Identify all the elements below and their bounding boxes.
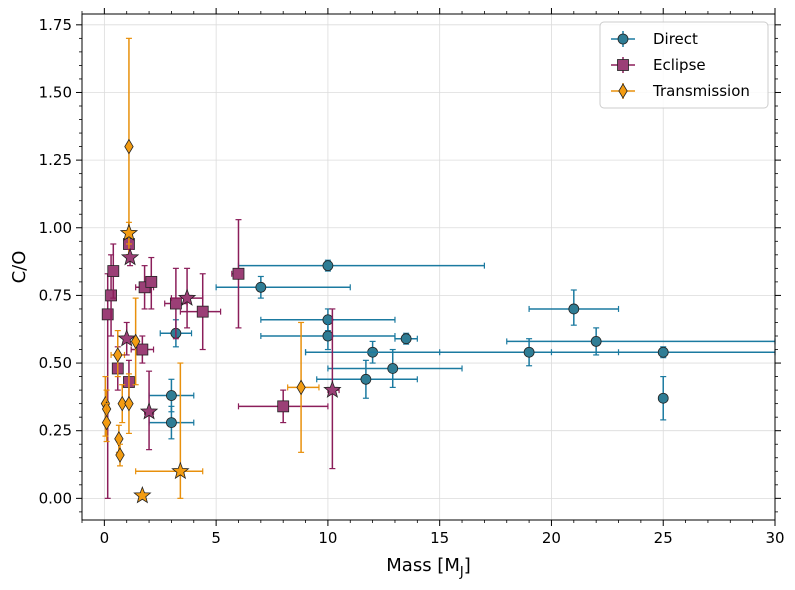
- data-point: [322, 260, 334, 272]
- x-tick-label: 10: [318, 529, 337, 547]
- y-tick-label: 0.75: [39, 286, 72, 304]
- data-point: [115, 447, 125, 463]
- x-tick-label: 5: [211, 529, 221, 547]
- data-point: [169, 297, 182, 310]
- x-axis-label: Mass [MJ]: [386, 555, 470, 580]
- x-axis-label-suffix: ]: [464, 555, 471, 576]
- x-axis-label-sub: J: [459, 565, 464, 580]
- data-point: [523, 346, 535, 358]
- data-point: [657, 346, 669, 358]
- y-tick-label: 0.00: [39, 489, 72, 507]
- data-marks: [100, 37, 776, 504]
- plot-frame: [81, 13, 776, 521]
- legend: Direct Eclipse Transmission: [599, 21, 769, 109]
- x-axis-label-main: Mass [M: [386, 555, 460, 576]
- x-tick-label: 25: [654, 529, 673, 547]
- data-point: [117, 395, 127, 412]
- data-point: [590, 336, 602, 347]
- data-point: [105, 289, 117, 302]
- x-tick-label: 15: [430, 529, 449, 547]
- legend-label: Eclipse: [653, 56, 706, 74]
- data-point: [133, 486, 152, 504]
- data-point: [119, 223, 139, 241]
- data-point: [196, 305, 209, 318]
- y-tick-label: 1.75: [39, 16, 72, 34]
- data-point: [117, 329, 136, 347]
- data-point: [139, 402, 159, 420]
- data-point: [124, 395, 134, 412]
- y-tick-label: 1.50: [39, 83, 72, 101]
- data-point: [277, 400, 290, 413]
- data-point: [107, 265, 120, 277]
- axis-ticks: 0 5 10 15 20 25 30 0.00 0.25 0.50 0.75 1.00 1.25 1.50…: [39, 8, 785, 547]
- series-star-3: [117, 247, 342, 470]
- legend-label: Direct: [653, 30, 698, 48]
- data-point: [101, 414, 112, 431]
- data-point: [171, 461, 190, 480]
- y-tick-label: 1.00: [39, 219, 72, 237]
- data-point: [145, 275, 158, 288]
- data-point: [136, 343, 149, 356]
- data-point: [400, 333, 412, 345]
- y-tick-label: 1.25: [39, 151, 72, 169]
- data-point: [166, 417, 177, 428]
- x-tick-label: 30: [765, 529, 784, 547]
- y-tick-label: 0.25: [39, 422, 72, 440]
- series-direct: [148, 259, 776, 440]
- data-point: [101, 308, 114, 321]
- legend-marker: [618, 83, 628, 99]
- x-tick-label: 0: [100, 529, 110, 547]
- data-point: [232, 267, 245, 280]
- data-point: [296, 379, 306, 396]
- data-point: [113, 347, 123, 363]
- data-point: [166, 390, 177, 401]
- series-transmission: [100, 37, 320, 467]
- data-point: [114, 431, 124, 447]
- y-tick-label: 0.50: [39, 354, 72, 372]
- legend-box: [599, 21, 769, 109]
- data-point: [657, 392, 669, 404]
- x-tick-label: 20: [542, 529, 561, 547]
- data-point: [323, 380, 342, 398]
- legend-label: Transmission: [652, 82, 750, 100]
- data-point: [255, 281, 267, 293]
- data-point: [120, 247, 140, 266]
- y-axis-label: C/O: [9, 251, 30, 284]
- data-point: [124, 138, 134, 155]
- data-point: [387, 363, 399, 374]
- data-point: [322, 330, 334, 342]
- legend-marker: [617, 59, 629, 71]
- data-point: [177, 288, 197, 306]
- data-point: [130, 333, 141, 350]
- series-star-4: [119, 221, 204, 504]
- data-point: [360, 373, 372, 385]
- legend-marker: [617, 33, 629, 45]
- data-point: [568, 303, 580, 315]
